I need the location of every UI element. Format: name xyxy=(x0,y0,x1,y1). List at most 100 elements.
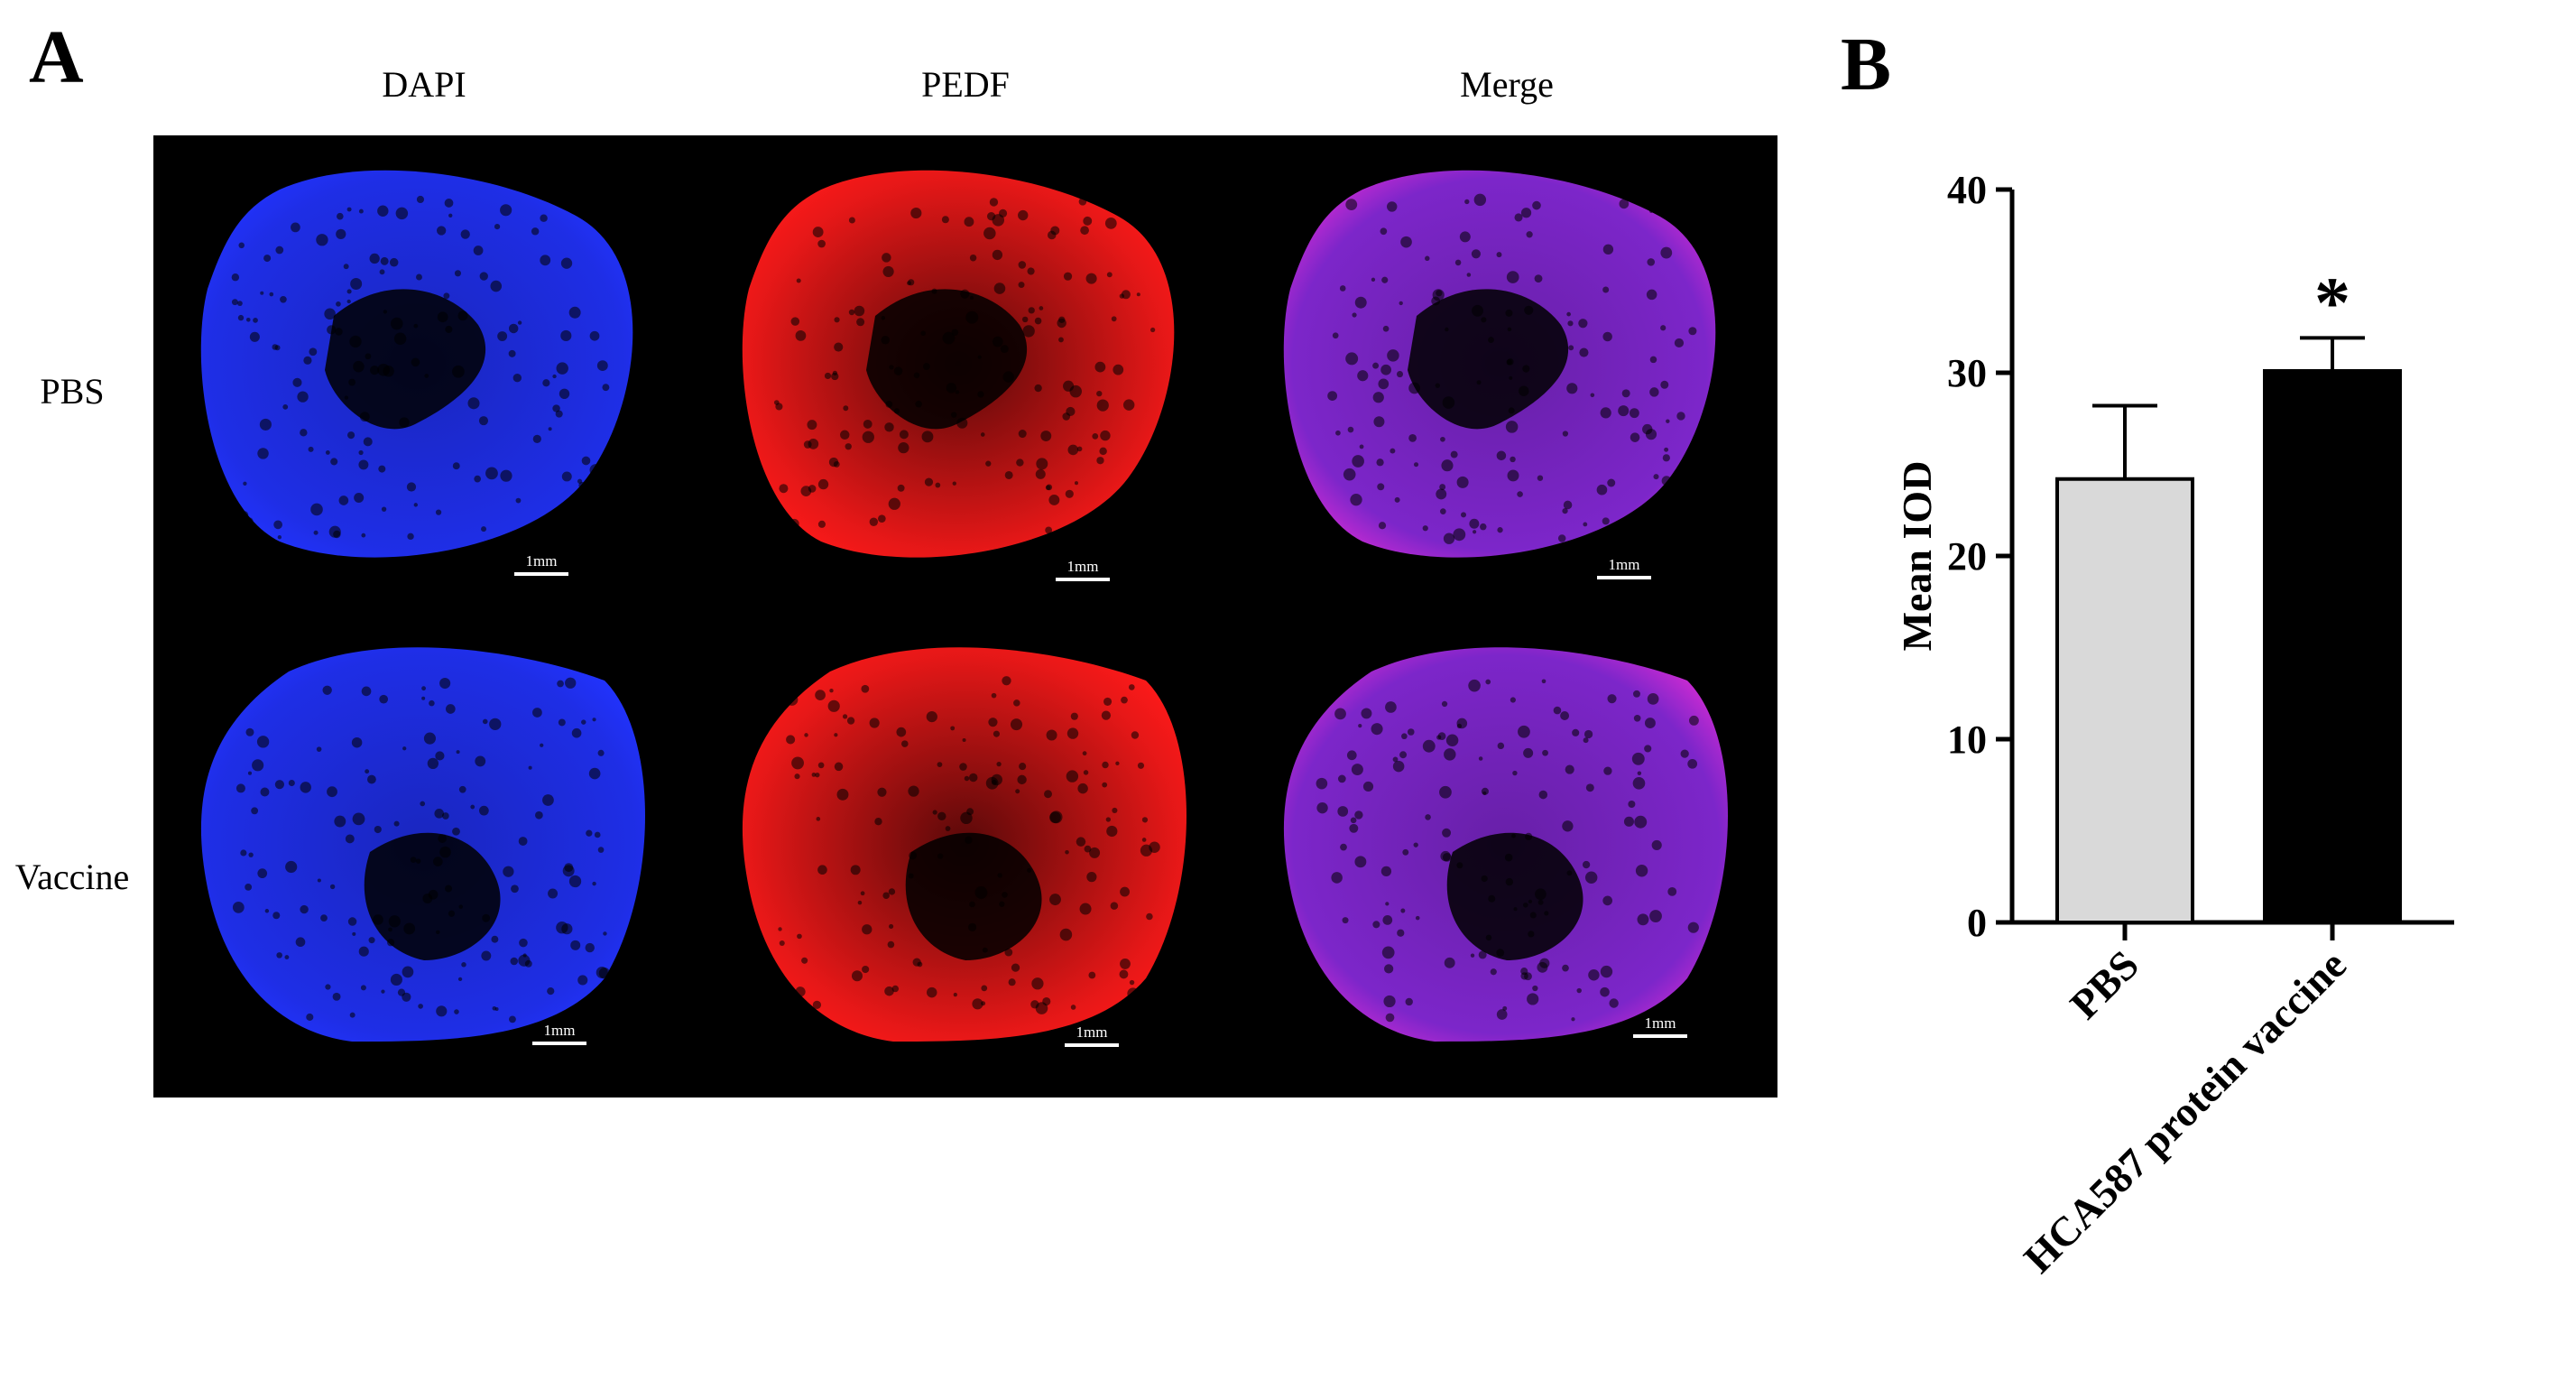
tissue-texture xyxy=(968,773,978,783)
tissue-texture xyxy=(1149,990,1157,998)
tissue-texture xyxy=(789,518,799,529)
tissue-texture xyxy=(399,417,410,428)
tissue-cavity xyxy=(1408,289,1569,430)
tissue-texture xyxy=(969,254,977,262)
tissue-texture xyxy=(1485,679,1491,685)
tissue-texture xyxy=(433,857,443,866)
tissue-texture xyxy=(1034,317,1042,325)
tissue-texture xyxy=(1453,528,1466,542)
tissue-texture xyxy=(1532,200,1541,210)
tissue-texture xyxy=(585,942,595,953)
tissue-texture xyxy=(397,988,406,996)
tissue-texture xyxy=(320,914,328,922)
tissue-texture xyxy=(1354,296,1367,309)
tissue-texture xyxy=(874,818,882,826)
tissue-texture xyxy=(457,977,463,982)
tissue-texture xyxy=(300,429,308,437)
tissue-texture xyxy=(791,756,804,770)
tissue-texture xyxy=(515,497,522,504)
tissue-texture xyxy=(1635,865,1648,877)
tissue-texture xyxy=(908,873,914,879)
tissue-texture xyxy=(1488,337,1494,344)
tissue-texture xyxy=(1512,770,1518,776)
tissue-texture xyxy=(1385,1013,1395,1023)
tissue-texture xyxy=(1688,715,1699,726)
tissue-texture xyxy=(946,383,957,394)
tissue-texture xyxy=(253,317,258,323)
tissue-texture xyxy=(1383,995,1396,1008)
tissue-cavity xyxy=(325,289,486,430)
tissue-texture xyxy=(1618,405,1630,417)
tissue-texture xyxy=(882,253,891,263)
tissue-texture xyxy=(1141,838,1147,842)
tissue-texture xyxy=(898,441,909,454)
tissue-texture xyxy=(881,315,886,320)
tissue-texture xyxy=(343,264,349,270)
tissue-texture xyxy=(846,717,855,725)
tissue-texture xyxy=(1078,198,1087,206)
tissue-texture xyxy=(1019,763,1027,771)
tissue-texture xyxy=(1583,737,1589,744)
tissue-texture xyxy=(276,952,282,959)
tissue-texture xyxy=(366,774,376,784)
tissue-texture xyxy=(953,992,957,997)
column-label-merge: Merge xyxy=(1460,64,1554,105)
tissue-texture xyxy=(1460,512,1467,518)
tissue-texture xyxy=(1119,293,1125,299)
tissue-texture xyxy=(1345,199,1358,211)
tissue-texture xyxy=(393,820,400,827)
tissue-texture xyxy=(1405,997,1413,1006)
tissue-texture xyxy=(1083,770,1089,775)
tissue-texture xyxy=(349,335,362,348)
tissue-texture xyxy=(850,865,861,875)
tissue-texture xyxy=(1044,790,1052,799)
tissue-texture xyxy=(378,465,386,473)
tissue-texture xyxy=(531,227,540,236)
tissue-texture xyxy=(1377,483,1385,491)
panel-a-letter: A xyxy=(29,15,84,99)
tissue-texture xyxy=(795,986,806,997)
tissue-texture xyxy=(1000,345,1009,354)
tissue-texture xyxy=(1456,862,1463,869)
tissue-texture xyxy=(542,379,550,387)
tissue-texture xyxy=(393,332,407,346)
tissue-texture xyxy=(565,677,577,689)
tissue-texture xyxy=(854,305,865,317)
tissue-texture xyxy=(454,270,462,277)
tissue-texture xyxy=(878,514,886,523)
tissue-texture xyxy=(1010,718,1023,731)
tissue-texture xyxy=(439,846,451,858)
tissue-texture xyxy=(1602,517,1610,525)
tissue-texture xyxy=(1035,1002,1048,1014)
tissue-texture xyxy=(600,197,611,208)
tissue-texture xyxy=(1439,785,1452,799)
tissue-texture xyxy=(1568,345,1574,351)
tissue-texture xyxy=(1016,458,1024,467)
tissue-texture xyxy=(324,308,336,320)
tissue-texture xyxy=(1378,522,1387,530)
tissue-texture xyxy=(1015,789,1020,794)
tissue-texture xyxy=(1528,931,1535,938)
tissue-texture xyxy=(578,481,586,489)
tissue-texture xyxy=(334,815,346,828)
tissue-texture xyxy=(982,947,988,953)
tissue-texture xyxy=(1013,699,1020,707)
tissue-texture xyxy=(884,986,894,996)
tissue-texture xyxy=(434,809,445,819)
tissue-texture xyxy=(834,317,840,323)
tissue-texture xyxy=(889,365,894,370)
tissue-texture xyxy=(358,449,364,456)
tissue-texture xyxy=(1066,727,1079,739)
tissue-texture xyxy=(467,397,480,410)
tissue-texture xyxy=(778,927,782,931)
tissue-texture xyxy=(937,762,943,767)
tissue-texture xyxy=(931,288,937,294)
tissue-texture xyxy=(885,401,893,408)
tissue-texture xyxy=(347,917,357,926)
tissue-texture xyxy=(816,817,821,821)
tissue-texture xyxy=(411,357,420,367)
tissue-texture xyxy=(1566,870,1573,876)
tissue-texture xyxy=(1384,964,1394,974)
tissue-texture xyxy=(1112,807,1118,813)
tissue-texture xyxy=(1511,833,1516,838)
